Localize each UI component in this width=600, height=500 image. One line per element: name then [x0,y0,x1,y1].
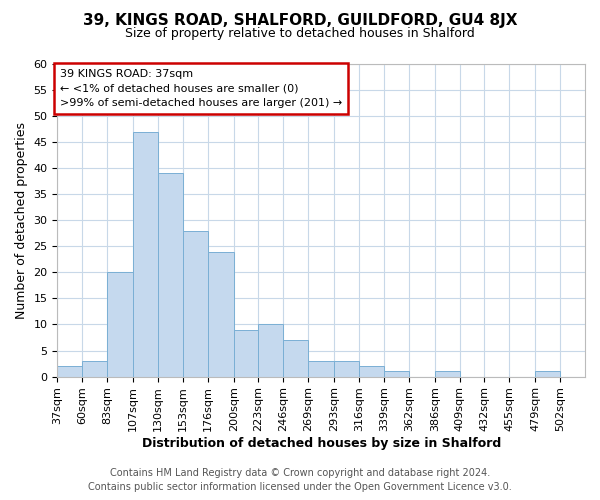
Y-axis label: Number of detached properties: Number of detached properties [15,122,28,319]
Text: 39, KINGS ROAD, SHALFORD, GUILDFORD, GU4 8JX: 39, KINGS ROAD, SHALFORD, GUILDFORD, GU4… [83,12,517,28]
Bar [283,340,308,376]
Bar [183,230,208,376]
Bar [259,324,283,376]
Bar [82,361,107,376]
Bar [384,372,409,376]
Text: Contains HM Land Registry data © Crown copyright and database right 2024.
Contai: Contains HM Land Registry data © Crown c… [88,468,512,492]
X-axis label: Distribution of detached houses by size in Shalford: Distribution of detached houses by size … [142,437,501,450]
Bar [58,366,82,376]
Bar [359,366,384,376]
Bar [435,372,460,376]
Bar [158,174,183,376]
Bar [535,372,560,376]
Bar [308,361,334,376]
Bar [233,330,259,376]
Text: 39 KINGS ROAD: 37sqm
← <1% of detached houses are smaller (0)
>99% of semi-detac: 39 KINGS ROAD: 37sqm ← <1% of detached h… [60,68,342,108]
Bar [334,361,359,376]
Bar [208,252,233,376]
Bar [107,272,133,376]
Text: Size of property relative to detached houses in Shalford: Size of property relative to detached ho… [125,28,475,40]
Bar [133,132,158,376]
